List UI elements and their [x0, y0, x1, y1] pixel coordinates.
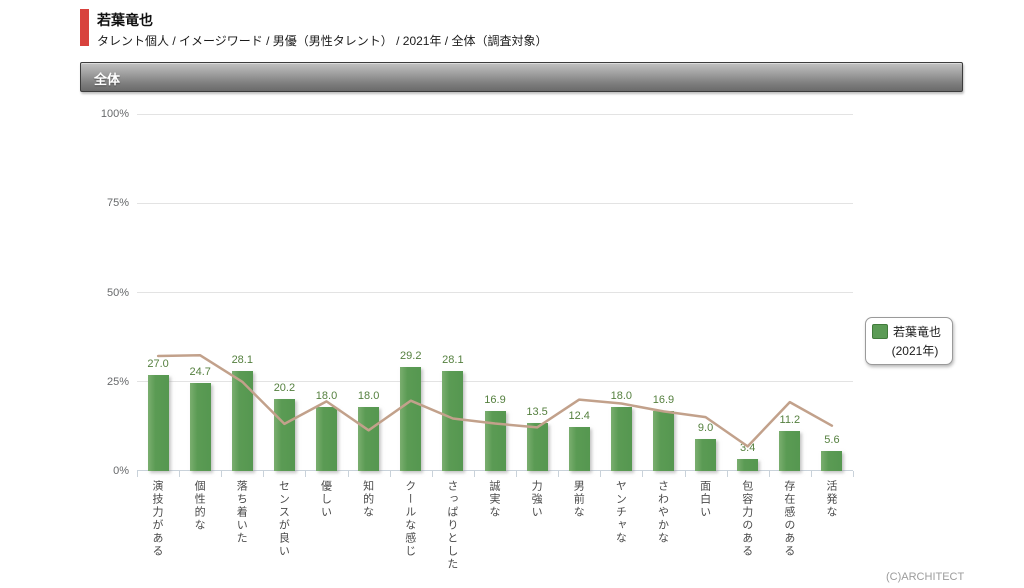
x-category-label: 個性的な: [193, 480, 206, 532]
x-category-label: 活発な: [824, 480, 837, 519]
x-axis-tick: [516, 471, 518, 477]
x-axis-tick: [810, 471, 812, 477]
section-label: 全体: [94, 72, 121, 87]
bar-value-label: 28.1: [231, 353, 253, 366]
x-axis-tick: [221, 471, 223, 477]
bar-value-label: 18.0: [357, 389, 380, 402]
x-category-label: さわやかな: [656, 480, 669, 545]
bar-演技力がある: [147, 374, 169, 471]
bar-value-label: 18.0: [610, 389, 633, 402]
x-axis-tick: [137, 471, 138, 477]
bar-活発な: [821, 451, 843, 471]
x-category-label: ヤンチャな: [614, 480, 627, 545]
y-axis-tick-label: 0%: [113, 465, 129, 477]
gridline-25: [137, 381, 853, 383]
reference-line: [156, 354, 834, 448]
x-axis-tick: [558, 471, 560, 477]
bar-value-label: 12.4: [568, 409, 590, 422]
gridline-50: [137, 292, 853, 293]
bar-面白い: [695, 438, 717, 471]
x-category-label: 知的な: [361, 480, 374, 519]
copyright-text: (C)ARCHITECT: [886, 571, 965, 583]
x-category-label: センスが良い: [277, 480, 290, 558]
x-category-label: さっぱりとした: [445, 480, 458, 571]
x-category-label: クールな感じ: [403, 480, 416, 558]
chart-plot-area: 0% 25% 50% 75% 100% 27.0 演技力がある 24.7 個性的な 28.1 落ち着…: [101, 108, 854, 571]
bar-value-label: 28.1: [442, 353, 464, 366]
x-axis-tick: [600, 471, 602, 477]
x-category-label: 力強い: [530, 480, 543, 519]
bar-クールな感じ: [400, 366, 422, 471]
x-axis-tick: [347, 471, 349, 477]
bar-value-label: 5.6: [824, 434, 840, 446]
x-category-label: 落ち着いた: [235, 480, 248, 545]
bar-存在感のある: [779, 431, 801, 471]
x-axis-tick: [305, 471, 307, 477]
bar-包容力のある: [737, 458, 759, 471]
bar-男前な: [568, 426, 590, 471]
bar-ヤンチャな: [610, 406, 632, 471]
gridline-100: [137, 113, 853, 115]
bar-value-label: 16.9: [484, 393, 506, 406]
x-category-label: 男前な: [572, 480, 585, 519]
x-category-label: 包容力のある: [740, 480, 753, 558]
bar-落ち着いた: [231, 370, 253, 471]
bar-value-label: 9.0: [697, 421, 714, 434]
legend-series-name: 若葉竜也: [893, 325, 942, 339]
bar-さわやかな: [652, 410, 674, 471]
bar-value-label: 11.2: [779, 414, 801, 427]
x-category-label: 存在感のある: [782, 480, 795, 558]
bar-value-label: 18.0: [315, 389, 338, 402]
x-axis-tick: [389, 471, 391, 477]
bar-value-label: 24.7: [189, 365, 211, 378]
bar-個性的な: [189, 382, 211, 471]
x-axis-tick: [853, 471, 854, 477]
y-axis-tick-label: 100%: [100, 108, 129, 120]
bar-value-label: 27.0: [147, 357, 169, 370]
gridline-75: [137, 202, 853, 204]
bar-知的な: [358, 406, 380, 471]
bar-value-label: 16.9: [652, 393, 675, 406]
x-axis-tick: [684, 471, 686, 477]
x-category-label: 誠実な: [488, 480, 500, 519]
bar-さっぱりとした: [442, 370, 464, 471]
breadcrumb: タレント個人 / イメージワード / 男優（男性タレント） / 2021年 / …: [97, 34, 548, 48]
y-axis-tick-label: 75%: [106, 197, 129, 210]
x-category-label: 優しい: [319, 480, 332, 519]
x-axis-tick: [431, 471, 433, 477]
y-axis-tick-label: 50%: [106, 286, 129, 299]
x-axis-tick: [179, 471, 181, 477]
x-axis-tick: [473, 471, 475, 477]
x-category-label: 演技力がある: [151, 480, 164, 558]
bar-力強い: [526, 422, 548, 471]
chart-legend: 若葉竜也 (2021年): [865, 317, 953, 365]
x-axis-tick: [263, 471, 265, 477]
legend-swatch-icon: [872, 324, 888, 339]
bar-value-label: 29.2: [400, 349, 422, 362]
legend-series-year: (2021年): [891, 344, 939, 358]
bar-value-label: 13.5: [526, 405, 548, 418]
x-category-label: 面白い: [698, 480, 711, 519]
x-axis-tick: [642, 471, 644, 477]
y-axis-tick-label: 25%: [106, 375, 129, 388]
bar-誠実な: [484, 410, 506, 471]
bar-value-label: 20.2: [273, 381, 296, 394]
x-axis-tick: [726, 471, 728, 477]
header-accent-bar: [80, 9, 89, 46]
bar-優しい: [316, 406, 338, 471]
section-header-bar: 全体: [80, 62, 963, 92]
x-axis-tick: [768, 471, 770, 477]
page-title: 若葉竜也: [97, 12, 153, 28]
